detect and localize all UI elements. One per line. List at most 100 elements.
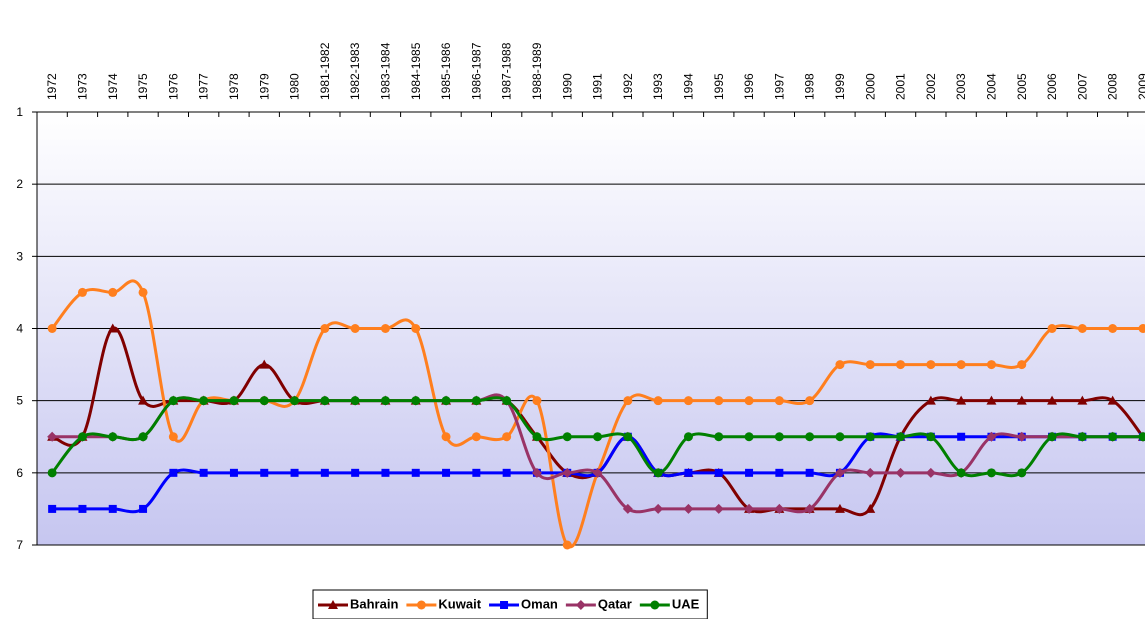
marker: [199, 396, 209, 406]
marker: [411, 324, 421, 333]
x-tick-label: 2009: [1136, 73, 1145, 100]
marker: [1108, 324, 1118, 333]
marker: [1077, 324, 1087, 333]
marker: [1138, 324, 1145, 333]
x-tick-label: 2002: [924, 73, 938, 100]
marker: [532, 396, 542, 406]
marker: [805, 396, 815, 406]
marker: [260, 468, 269, 477]
marker: [47, 431, 58, 442]
marker: [896, 432, 906, 442]
y-tick-label: 6: [16, 466, 23, 480]
marker: [502, 432, 512, 442]
marker: [380, 396, 390, 406]
legend-label: Qatar: [598, 596, 632, 611]
x-tick-label: 1984-1985: [409, 42, 423, 100]
x-tick-label: 1991: [591, 73, 605, 100]
x-tick-label: 2006: [1045, 73, 1059, 100]
marker: [1077, 395, 1088, 405]
marker: [683, 503, 694, 514]
marker: [562, 432, 572, 442]
marker: [290, 396, 300, 406]
legend-label: Oman: [521, 596, 558, 611]
marker: [804, 503, 815, 514]
y-tick-label: 7: [16, 538, 23, 552]
marker: [381, 468, 390, 477]
x-tick-label: 1993: [651, 73, 665, 100]
marker: [1016, 431, 1027, 442]
marker: [865, 503, 876, 513]
marker: [957, 432, 966, 441]
x-tick-label: 1981-1982: [318, 42, 332, 100]
marker: [714, 432, 724, 442]
x-tick-label: 2000: [863, 73, 877, 100]
marker: [1077, 432, 1087, 442]
x-tick-label: 1985-1986: [439, 42, 453, 100]
marker: [350, 324, 360, 333]
x-tick-label: 1990: [560, 73, 574, 100]
marker: [956, 360, 966, 370]
plot-root: 1 2 3 4 5 6 7 1972 1973 1974 1975 1976 1977 1978 1979 1…: [16, 42, 1145, 619]
marker: [986, 431, 997, 442]
marker: [411, 396, 421, 406]
x-tick-label: 1973: [75, 73, 89, 100]
marker: [168, 396, 178, 406]
marker: [775, 468, 784, 477]
legend-label: Kuwait: [438, 596, 481, 611]
x-tick-label: 1976: [166, 73, 180, 100]
marker: [259, 396, 269, 406]
marker: [623, 396, 633, 406]
marker: [411, 468, 420, 477]
marker: [472, 468, 481, 477]
marker: [835, 360, 845, 370]
marker: [684, 468, 693, 477]
marker: [926, 432, 936, 442]
y-tick-label: 3: [16, 249, 23, 263]
marker: [320, 324, 330, 333]
marker: [653, 503, 664, 514]
marker: [77, 432, 87, 442]
marker: [108, 504, 117, 513]
marker: [744, 503, 755, 514]
x-tick-label: 2007: [1075, 73, 1089, 100]
marker: [502, 468, 511, 477]
marker: [956, 468, 966, 478]
marker: [956, 395, 967, 405]
marker: [380, 324, 390, 333]
x-tick-label: 1972: [45, 73, 59, 100]
marker: [805, 468, 814, 477]
marker: [835, 432, 845, 442]
marker: [774, 396, 784, 406]
x-tick-label: 1998: [803, 73, 817, 100]
x-tick-label: 1975: [136, 73, 150, 100]
marker: [986, 468, 996, 478]
marker: [471, 432, 481, 442]
marker: [865, 360, 875, 370]
marker: [714, 468, 723, 477]
marker: [471, 396, 481, 406]
x-tick-label: 1994: [681, 73, 695, 100]
marker: [683, 432, 693, 442]
marker: [653, 396, 663, 406]
x-tick-label: 1977: [197, 73, 211, 100]
marker: [77, 287, 87, 297]
marker: [169, 468, 178, 477]
x-tick-label: 1996: [742, 73, 756, 100]
marker: [774, 432, 784, 442]
marker: [78, 504, 87, 513]
marker: [593, 432, 603, 442]
marker: [744, 432, 754, 442]
y-tick-label: 1: [16, 105, 23, 119]
x-tick-label: 2004: [984, 73, 998, 100]
marker: [47, 324, 57, 333]
marker: [320, 396, 330, 406]
marker: [138, 432, 148, 442]
marker: [259, 359, 270, 369]
marker: [744, 396, 754, 406]
marker: [532, 432, 542, 442]
marker: [441, 396, 451, 406]
marker: [416, 600, 426, 610]
marker: [834, 467, 845, 478]
marker: [834, 503, 845, 513]
